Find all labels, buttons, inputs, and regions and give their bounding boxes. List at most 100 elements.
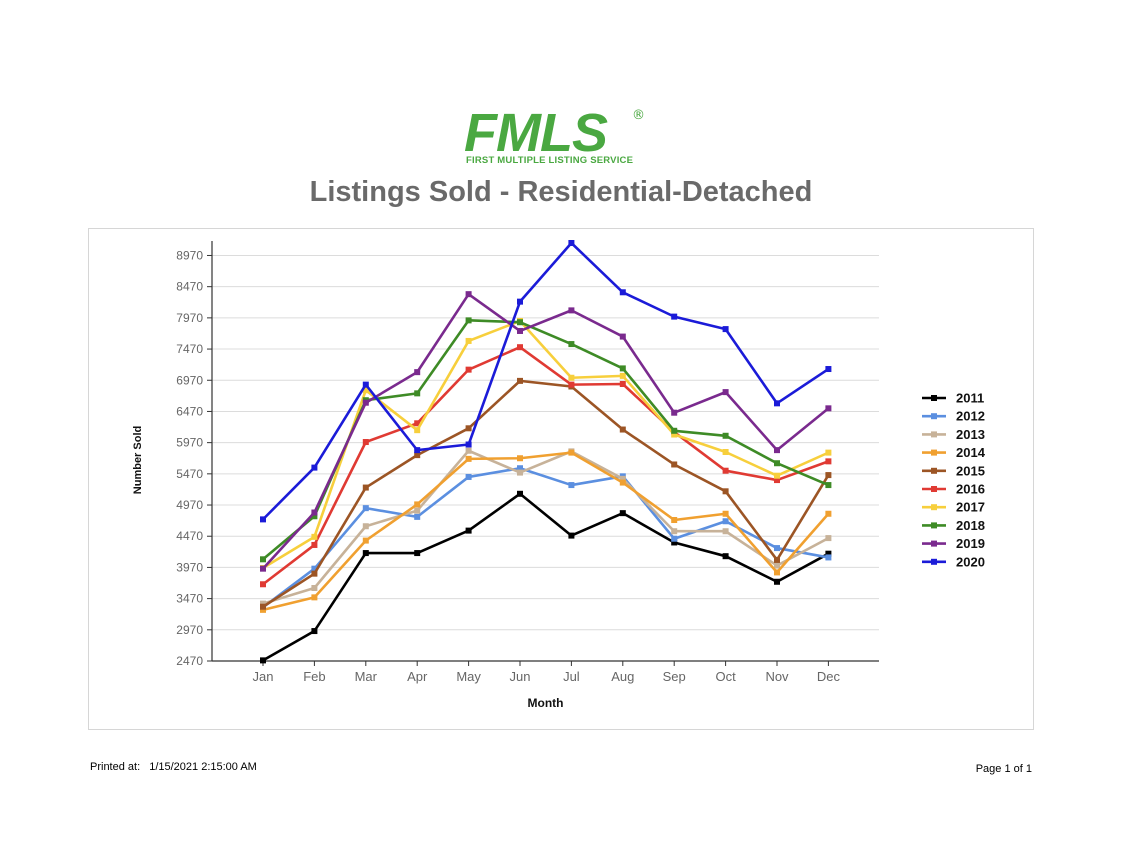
series-2018-point — [465, 317, 472, 324]
registered-mark: ® — [632, 108, 645, 123]
x-tick-label: Jun — [510, 669, 531, 684]
series-2014-point — [260, 606, 266, 613]
y-tick-label: 3470 — [176, 592, 203, 606]
legend-label: 2012 — [956, 409, 985, 424]
series-2019-point — [517, 327, 523, 334]
series-2013-point — [311, 585, 318, 592]
series-2018-point — [774, 460, 780, 467]
x-tick-label: Jul — [563, 669, 580, 684]
series-2020-point — [517, 298, 523, 305]
series-2011-point — [517, 490, 523, 497]
y-tick-label: 5470 — [176, 467, 203, 481]
series-2018-point — [311, 513, 318, 520]
series-2019-point — [722, 389, 729, 396]
series-2015-point — [774, 556, 780, 563]
series-2018-point — [260, 556, 266, 563]
series-2016-point — [825, 458, 832, 465]
report-title: Listings Sold - Residential-Detached — [309, 176, 813, 208]
series-2020-point — [722, 326, 729, 333]
legend-label: 2011 — [956, 391, 984, 406]
series-2017-point — [311, 533, 318, 540]
series-2016-point — [568, 381, 575, 388]
series-2016-line — [262, 345, 829, 586]
series-2015-point — [671, 461, 678, 468]
series-2019-point — [260, 565, 266, 572]
series-2015-line — [262, 379, 830, 608]
series-2018-point — [619, 365, 626, 372]
y-tick-label: 4970 — [176, 498, 203, 512]
series-2017-line — [262, 319, 829, 570]
printed-timestamp: 1/15/2021 2:15:00 AM — [149, 761, 257, 773]
series-2012-point — [311, 565, 318, 572]
y-tick-label: 3970 — [176, 560, 203, 574]
legend-label: 2017 — [956, 500, 985, 515]
series-2015-point — [362, 484, 369, 491]
series-2016-point — [722, 467, 729, 474]
legend-marker — [931, 449, 937, 456]
series-2015-point — [311, 570, 318, 577]
logo-subtitle: FIRST MULTIPLE LISTING SERVICE — [466, 155, 634, 166]
series-2011-point — [619, 510, 626, 517]
series-2020-point — [774, 400, 780, 407]
series-2016-point — [414, 420, 421, 427]
series-2012-point — [465, 473, 472, 480]
x-tick-label: Oct — [715, 669, 736, 684]
series-2011-point — [774, 578, 780, 585]
series-2016-point — [465, 366, 472, 373]
series-2020-point — [465, 441, 472, 448]
y-axis-label: Number Sold — [132, 426, 144, 494]
legend-marker — [931, 504, 937, 511]
series-2014-point — [517, 455, 523, 462]
legend-label: 2015 — [956, 463, 985, 478]
series-2019-point — [568, 307, 575, 314]
series-2019-point — [465, 291, 472, 298]
series-2017-point — [774, 472, 780, 479]
series-2012-point — [722, 518, 729, 525]
series-2014-point — [414, 501, 421, 508]
series-2020-point — [311, 464, 318, 471]
x-tick-label: Mar — [355, 669, 378, 684]
y-tick-label: 7470 — [176, 342, 203, 356]
series-2017-point — [825, 449, 832, 456]
legend-marker — [931, 467, 937, 474]
legend-marker — [931, 395, 937, 401]
series-2020-point — [414, 447, 421, 454]
series-2017-point — [362, 387, 369, 394]
series-2019-point — [671, 409, 678, 416]
series-2018-point — [825, 482, 832, 489]
series-2015-point — [465, 425, 472, 432]
y-tick-label: 2470 — [176, 654, 203, 668]
x-tick-label: Apr — [407, 669, 428, 684]
series-2013-point — [722, 528, 729, 535]
x-tick-label: Aug — [611, 669, 634, 684]
printed-label: Printed at: — [90, 761, 141, 773]
y-tick-label: 7970 — [176, 311, 203, 325]
series-2018-point — [414, 390, 421, 397]
line-chart: 2470 2970 3470 3970 4470 4970 5470 5970 6470 6970… — [132, 240, 986, 710]
legend-marker — [931, 413, 937, 420]
series-2018-point — [568, 341, 575, 348]
series-2015-point — [825, 472, 832, 479]
legend-label: 2019 — [956, 536, 985, 551]
series-2015-point — [260, 603, 266, 610]
printed-at: Printed at: 1/15/2021 2:15:00 AM — [90, 761, 263, 773]
series-2016-point — [774, 477, 780, 484]
series-2014-point — [568, 449, 575, 456]
series-2016-point — [311, 541, 318, 548]
series-2012-point — [517, 465, 523, 472]
x-tick-label: Dec — [817, 669, 841, 684]
series-2017-point — [465, 337, 472, 344]
series-2014-point — [465, 455, 472, 462]
series-2013-point — [619, 475, 626, 482]
y-tick-label: 8470 — [176, 280, 203, 294]
series-2017-point — [568, 374, 575, 381]
series-2020-point — [825, 366, 832, 373]
chart-frame: 2470 2970 3470 3970 4470 4970 5470 5970 6470 6970… — [88, 228, 1034, 730]
page-indicator: Page 1 of 1 — [975, 763, 1032, 775]
series-2013-line — [262, 449, 830, 605]
legend-label: 2018 — [956, 518, 985, 533]
series-2014-point — [311, 594, 318, 601]
series-2013-point — [825, 535, 832, 542]
series-2019-point — [825, 405, 832, 412]
series-2015-point — [517, 377, 523, 384]
